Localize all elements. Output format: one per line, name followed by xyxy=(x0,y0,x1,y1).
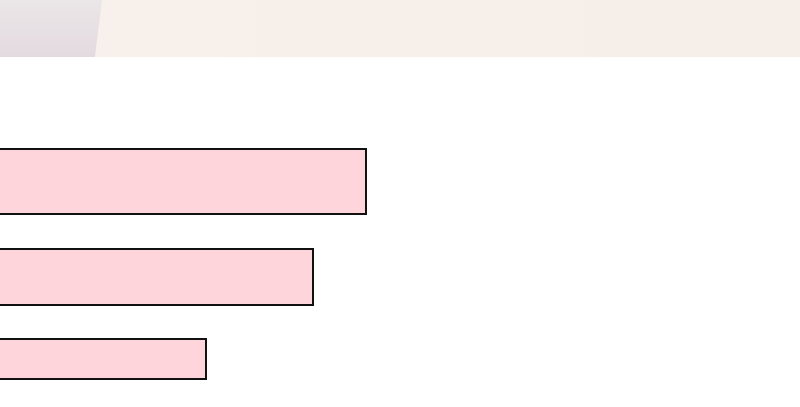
placeholder-block-2 xyxy=(0,248,314,306)
header-banner-image xyxy=(0,0,800,57)
placeholder-block-3 xyxy=(0,338,207,380)
placeholder-block-1 xyxy=(0,148,367,215)
banner-left-panel xyxy=(0,0,102,57)
